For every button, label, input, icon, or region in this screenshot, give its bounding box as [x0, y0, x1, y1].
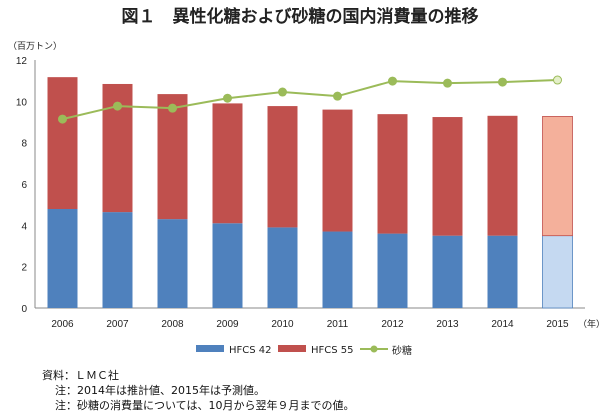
bar-hfcs42-2010	[267, 227, 298, 308]
chart-title: 図１ 異性化糖および砂糖の国内消費量の推移	[122, 6, 479, 27]
x-tick-label: 2006	[51, 319, 74, 330]
x-tick-label: 2008	[161, 319, 184, 330]
bar-hfcs42-2008	[157, 219, 188, 308]
point-sugar-2015	[553, 75, 562, 85]
y-tick-label: 8	[21, 139, 27, 150]
bar-hfcs42-2013	[432, 235, 463, 308]
x-tick-label: 2014	[491, 319, 514, 330]
legend-swatch-hfcs42	[196, 345, 224, 352]
legend: HFCS 42 HFCS 55 砂糖	[196, 344, 412, 357]
x-tick-label: 2007	[106, 319, 129, 330]
bar-hfcs42-2006	[47, 209, 78, 308]
bar-hfcs55-2011	[322, 109, 353, 232]
bar-hfcs55-2006	[47, 77, 78, 210]
bar-hfcs42-2011	[322, 231, 353, 308]
bar-hfcs42-2015	[542, 235, 573, 309]
bar-hfcs42-2007	[102, 212, 133, 308]
point-sugar-2012	[388, 76, 397, 86]
legend-label-hfcs42: HFCS 42	[229, 345, 272, 356]
bar-hfcs55-2013	[432, 117, 463, 236]
legend-label-sugar: 砂糖	[392, 344, 412, 357]
point-sugar-2014	[498, 77, 507, 87]
x-tick-label: 2015	[546, 319, 569, 330]
y-tick-label: 6	[21, 180, 27, 191]
x-tick-label: 2011	[327, 319, 349, 330]
y-axis-label: （百万トン）	[8, 41, 62, 52]
x-tick-label: 2013	[436, 319, 459, 330]
bar-hfcs55-2015	[542, 116, 573, 237]
y-tick-label: 0	[21, 304, 27, 315]
y-tick-label: 10	[16, 97, 28, 108]
point-sugar-2009	[223, 93, 232, 103]
point-sugar-2011	[333, 91, 342, 101]
bar-hfcs42-2009	[212, 223, 243, 308]
bar-hfcs55-2014	[487, 115, 518, 236]
legend-marker-sugar	[370, 345, 378, 353]
y-tick-label: 12	[16, 56, 28, 67]
footnote-1: 注：2014年は推計値、2015年は予測値。	[55, 384, 265, 397]
legend-label-hfcs55: HFCS 55	[311, 345, 354, 356]
footnote-2: 注：砂糖の消費量については、10月から翌年９月までの値。	[55, 399, 355, 412]
point-sugar-2006	[58, 114, 67, 124]
y-tick-label: 4	[21, 221, 27, 232]
point-sugar-2007	[113, 101, 122, 111]
point-sugar-2010	[278, 87, 287, 97]
bar-hfcs55-2009	[212, 103, 243, 224]
point-sugar-2013	[443, 78, 452, 88]
legend-swatch-hfcs55	[278, 345, 306, 352]
bar-hfcs55-2010	[267, 106, 298, 228]
bar-hfcs55-2012	[377, 114, 408, 234]
bar-hfcs42-2012	[377, 233, 408, 308]
x-tick-label: 2012	[381, 319, 404, 330]
x-tick-label: 2010	[271, 319, 294, 330]
y-tick-label: 2	[21, 263, 27, 274]
x-tick-label: 2009	[216, 319, 239, 330]
line-sugar	[62, 79, 558, 121]
x-axis-label: （年）	[578, 318, 600, 330]
bar-hfcs55-2008	[157, 94, 188, 220]
point-sugar-2008	[168, 103, 177, 113]
bar-hfcs42-2014	[487, 235, 518, 308]
source-note: 資料：ＬＭＣ社	[42, 369, 119, 382]
